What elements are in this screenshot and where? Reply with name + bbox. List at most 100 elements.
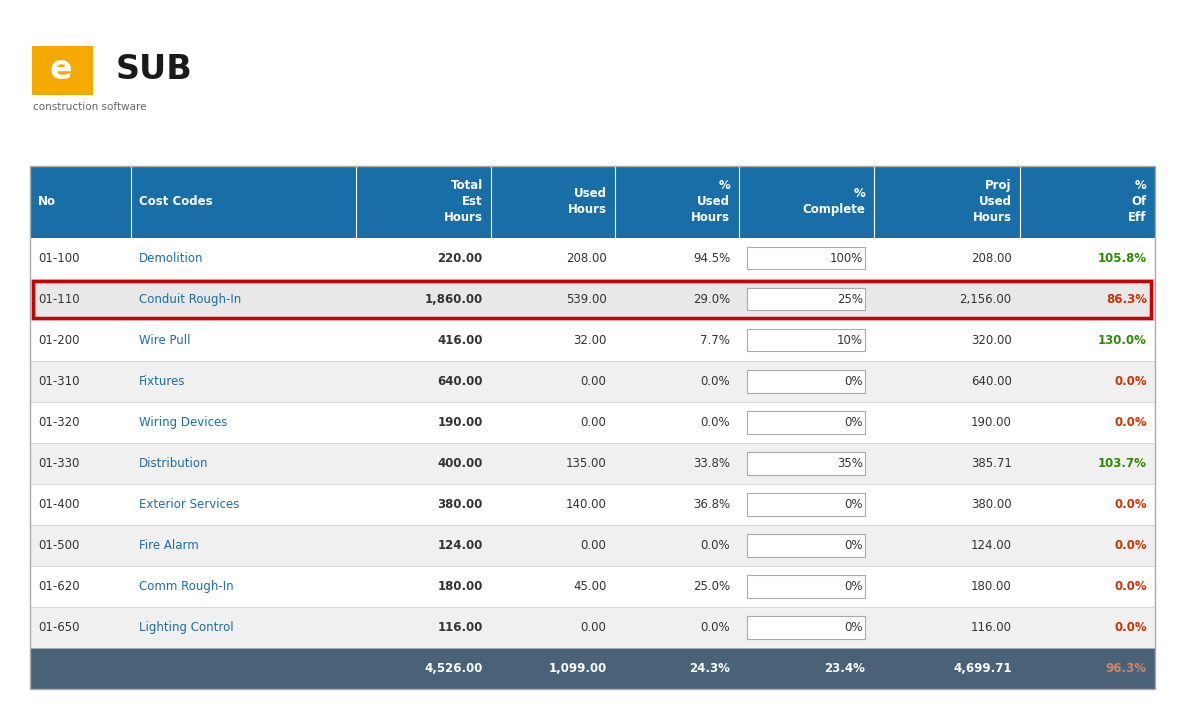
Text: Fire Alarm: Fire Alarm	[139, 539, 198, 552]
Text: 0.00: 0.00	[581, 374, 607, 388]
Text: 100%: 100%	[829, 251, 863, 265]
Text: 0.0%: 0.0%	[1114, 415, 1147, 429]
Text: 10%: 10%	[837, 333, 863, 347]
Text: 208.00: 208.00	[971, 251, 1012, 265]
FancyBboxPatch shape	[746, 575, 866, 598]
Text: 4,526.00: 4,526.00	[424, 662, 483, 675]
Text: 180.00: 180.00	[437, 580, 483, 593]
Text: 116.00: 116.00	[437, 621, 483, 634]
FancyBboxPatch shape	[30, 361, 1155, 402]
Text: 124.00: 124.00	[437, 539, 483, 552]
Text: 0%: 0%	[844, 580, 863, 593]
Text: 103.7%: 103.7%	[1098, 456, 1147, 470]
Text: 0.0%: 0.0%	[700, 415, 730, 429]
Text: 416.00: 416.00	[437, 333, 483, 347]
Text: 0.0%: 0.0%	[700, 621, 730, 634]
FancyBboxPatch shape	[746, 247, 866, 269]
Text: 01-400: 01-400	[38, 498, 79, 511]
Text: 220.00: 220.00	[437, 251, 483, 265]
Text: construction software: construction software	[33, 102, 146, 112]
Text: 32.00: 32.00	[573, 333, 607, 347]
Text: Cost Codes: Cost Codes	[139, 195, 213, 208]
Text: 135.00: 135.00	[566, 456, 607, 470]
Text: 0%: 0%	[844, 621, 863, 634]
FancyBboxPatch shape	[30, 566, 1155, 607]
Text: 0%: 0%	[844, 415, 863, 429]
Text: 0%: 0%	[844, 539, 863, 552]
Text: Distribution: Distribution	[139, 456, 209, 470]
FancyBboxPatch shape	[30, 443, 1155, 484]
Text: 25.0%: 25.0%	[693, 580, 730, 593]
Text: 86.3%: 86.3%	[1105, 292, 1147, 306]
Text: 36.8%: 36.8%	[693, 498, 730, 511]
Text: Exterior Services: Exterior Services	[139, 498, 240, 511]
Text: 01-330: 01-330	[38, 456, 79, 470]
Text: 208.00: 208.00	[566, 251, 607, 265]
Text: 01-310: 01-310	[38, 374, 79, 388]
Text: SUB: SUB	[116, 53, 193, 86]
Text: 116.00: 116.00	[971, 621, 1012, 634]
Text: 400.00: 400.00	[437, 456, 483, 470]
Text: 1,860.00: 1,860.00	[424, 292, 483, 306]
FancyBboxPatch shape	[30, 607, 1155, 648]
Text: 01-320: 01-320	[38, 415, 79, 429]
FancyBboxPatch shape	[30, 484, 1155, 525]
Text: Fixtures: Fixtures	[139, 374, 185, 388]
Text: Wire Pull: Wire Pull	[139, 333, 190, 347]
Text: 539.00: 539.00	[566, 292, 607, 306]
Text: 0.0%: 0.0%	[1114, 539, 1147, 552]
FancyBboxPatch shape	[746, 329, 866, 351]
FancyBboxPatch shape	[30, 402, 1155, 443]
Text: 0.00: 0.00	[581, 415, 607, 429]
Text: 380.00: 380.00	[971, 498, 1012, 511]
Text: 0%: 0%	[844, 498, 863, 511]
Text: 124.00: 124.00	[971, 539, 1012, 552]
FancyBboxPatch shape	[746, 288, 866, 310]
Text: 33.8%: 33.8%	[693, 456, 730, 470]
Text: %
Complete: % Complete	[803, 187, 866, 216]
Text: Used
Hours: Used Hours	[568, 187, 607, 216]
FancyBboxPatch shape	[30, 279, 1155, 320]
Text: 105.8%: 105.8%	[1097, 251, 1147, 265]
Text: 7.7%: 7.7%	[700, 333, 730, 347]
Text: 45.00: 45.00	[573, 580, 607, 593]
Text: 01-650: 01-650	[38, 621, 79, 634]
Text: 1,099.00: 1,099.00	[548, 662, 607, 675]
Text: 140.00: 140.00	[566, 498, 607, 511]
FancyBboxPatch shape	[30, 238, 1155, 279]
Text: 0.00: 0.00	[581, 621, 607, 634]
Text: Proj
Used
Hours: Proj Used Hours	[973, 179, 1012, 224]
Text: Demolition: Demolition	[139, 251, 203, 265]
Text: e: e	[50, 53, 73, 86]
Text: 23.4%: 23.4%	[824, 662, 866, 675]
FancyBboxPatch shape	[746, 370, 866, 392]
Text: 2,156.00: 2,156.00	[960, 292, 1012, 306]
Text: 01-110: 01-110	[38, 292, 79, 306]
Text: 0.00: 0.00	[581, 539, 607, 552]
Text: No: No	[38, 195, 56, 208]
Text: 0.0%: 0.0%	[1114, 498, 1147, 511]
Text: 24.3%: 24.3%	[690, 662, 730, 675]
Text: 01-620: 01-620	[38, 580, 79, 593]
FancyBboxPatch shape	[746, 616, 866, 639]
FancyBboxPatch shape	[30, 648, 1155, 689]
Text: 380.00: 380.00	[437, 498, 483, 511]
Text: 640.00: 640.00	[437, 374, 483, 388]
FancyBboxPatch shape	[746, 452, 866, 474]
Text: 640.00: 640.00	[971, 374, 1012, 388]
Text: 130.0%: 130.0%	[1098, 333, 1147, 347]
Text: 0.0%: 0.0%	[1114, 580, 1147, 593]
Text: 96.3%: 96.3%	[1105, 662, 1147, 675]
Text: 385.71: 385.71	[971, 456, 1012, 470]
Text: %
Of
Eff: % Of Eff	[1128, 179, 1147, 224]
Text: 01-100: 01-100	[38, 251, 79, 265]
Text: 01-200: 01-200	[38, 333, 79, 347]
Text: 0.0%: 0.0%	[1114, 621, 1147, 634]
Text: 320.00: 320.00	[971, 333, 1012, 347]
Text: 35%: 35%	[837, 456, 863, 470]
FancyBboxPatch shape	[32, 46, 93, 95]
Text: Wiring Devices: Wiring Devices	[139, 415, 228, 429]
Text: 25%: 25%	[837, 292, 863, 306]
Text: Comm Rough-In: Comm Rough-In	[139, 580, 234, 593]
FancyBboxPatch shape	[30, 320, 1155, 361]
